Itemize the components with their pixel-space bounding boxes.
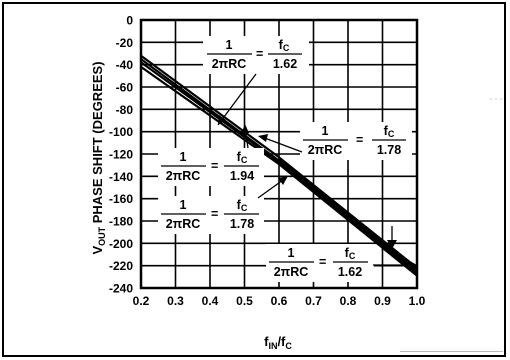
- annotation-3-num: 1: [180, 150, 187, 164]
- y-tick-label: -80: [116, 103, 134, 117]
- annotation-2-num: 1: [322, 124, 329, 138]
- annotation-5-eq: =: [319, 255, 326, 269]
- plot-border: [139, 18, 419, 290]
- annotation-3-den-right: 1.94: [230, 169, 254, 183]
- annotation-2: 1 2πRC = fC 1.78: [300, 122, 412, 160]
- annotation-3-eq: =: [211, 159, 218, 173]
- annotation-5-f-sub: C: [349, 251, 356, 261]
- series-convergence-band: [279, 157, 417, 276]
- annotation-4-f-main: f: [237, 198, 242, 212]
- annotation-1-f: fC: [279, 38, 290, 53]
- y-tick-label: -180: [109, 215, 133, 229]
- annotation-2-f-main: f: [384, 124, 389, 138]
- annotation-2-den-left: 2πRC: [308, 143, 343, 157]
- arrow-4: [257, 179, 284, 199]
- y-tick-label: -160: [109, 192, 133, 206]
- x-tick-label: 0.9: [374, 294, 391, 308]
- annotation-3: 1 2πRC = fC 1.94: [158, 148, 264, 186]
- scan-dots: [400, 98, 503, 352]
- annotation-5-num: 1: [288, 246, 295, 260]
- arrow-2-head: [258, 134, 268, 142]
- annotation-4-den-right: 1.78: [230, 217, 254, 231]
- annotation-1-f-main: f: [279, 38, 284, 52]
- y-tick-label: -140: [109, 170, 133, 184]
- x-tick-label: 0.5: [236, 294, 253, 308]
- annotation-3-f-sub: C: [241, 155, 248, 165]
- x-tick-label: 0.7: [305, 294, 322, 308]
- annotation-5-bg: [266, 244, 374, 282]
- annotation-4-num: 1: [180, 198, 187, 212]
- annotation-1: 1 2πRC = fC 1.62: [203, 36, 309, 74]
- arrow-5b-head: [387, 240, 397, 249]
- y-axis-title-rest: PHASE SHIFT (DEGREES): [90, 61, 105, 226]
- arrow-1: [217, 73, 257, 126]
- x-axis-title-sub1: IN: [268, 341, 277, 351]
- outer-frame: [2, 2, 506, 357]
- series-layer: [140, 54, 418, 277]
- annotation-5-f-main: f: [345, 246, 350, 260]
- arrow-4-head: [278, 176, 288, 185]
- annotation-5-den-right: 1.62: [338, 265, 362, 279]
- x-tick-label: 1.0: [409, 294, 426, 308]
- annotation-3-den-left: 2πRC: [166, 169, 201, 183]
- annotation-4-bg: [158, 196, 264, 234]
- x-tick-labels: 0.2 0.3 0.4 0.5 0.6 0.7 0.8 0.9 1.0: [133, 294, 426, 308]
- y-axis-title-main: V: [90, 246, 105, 255]
- annotation-2-den-right: 1.78: [377, 143, 401, 157]
- x-axis-title-sub2: C: [285, 341, 292, 351]
- y-tick-labels: 0 -20 -40 -60 -80 -100 -120 -140 -160 -180 -200 -22…: [109, 14, 133, 296]
- annotation-4-den-left: 2πRC: [166, 217, 201, 231]
- y-axis-title-sub: OUT: [97, 226, 107, 246]
- annotation-4-f: fC: [237, 198, 248, 213]
- y-tick-label: -20: [116, 36, 134, 50]
- y-tick-label: -240: [109, 282, 133, 296]
- annotation-2-f-sub: C: [388, 129, 395, 139]
- arrow-1-head: [218, 115, 226, 125]
- annotation-1-den-left: 2πRC: [212, 57, 247, 71]
- annotation-1-num: 1: [226, 38, 233, 52]
- x-tick-label: 0.3: [167, 294, 184, 308]
- annotation-3-f: fC: [237, 150, 248, 165]
- x-tick-label: 0.6: [271, 294, 288, 308]
- x-tick-label: 0.8: [340, 294, 357, 308]
- annotation-5-f: fC: [345, 246, 356, 261]
- annotation-2-eq: =: [356, 133, 363, 147]
- y-tick-label: -200: [109, 237, 133, 251]
- annotation-1-bg: [203, 36, 309, 74]
- annotation-4-f-sub: C: [241, 203, 248, 213]
- annotation-3-f-main: f: [237, 150, 242, 164]
- annotation-3-bg: [158, 148, 264, 186]
- y-tick-label: -40: [116, 58, 134, 72]
- annotation-5-den-left: 2πRC: [274, 265, 309, 279]
- y-tick-label: 0: [126, 14, 133, 28]
- annotation-4: 1 2πRC = fC 1.78: [158, 196, 264, 234]
- annotation-2-f: fC: [384, 124, 395, 139]
- annotation-2-bg: [300, 122, 412, 160]
- annotation-4-eq: =: [211, 207, 218, 221]
- y-tick-label: -220: [109, 259, 133, 273]
- x-tick-label: 0.2: [133, 294, 150, 308]
- y-axis-title: VOUT PHASE SHIFT (DEGREES): [90, 61, 107, 254]
- annotation-1-eq: =: [256, 47, 263, 61]
- x-tick-label: 0.4: [202, 294, 219, 308]
- y-tick-label: -100: [109, 125, 133, 139]
- annotation-1-f-sub: C: [283, 43, 290, 53]
- x-axis-title-sep: /f: [277, 334, 286, 349]
- x-axis-title-main: f: [264, 334, 269, 349]
- annotation-5: 1 2πRC = fC 1.62: [266, 244, 374, 282]
- y-tick-label: -60: [116, 81, 134, 95]
- annotation-1-den-right: 1.62: [273, 57, 297, 71]
- y-tick-label: -120: [109, 148, 133, 162]
- x-axis-title: fIN/fC: [264, 334, 292, 351]
- arrow-5a-head: [408, 260, 417, 270]
- arrow-3-head: [241, 124, 249, 134]
- arrow-2: [261, 136, 303, 153]
